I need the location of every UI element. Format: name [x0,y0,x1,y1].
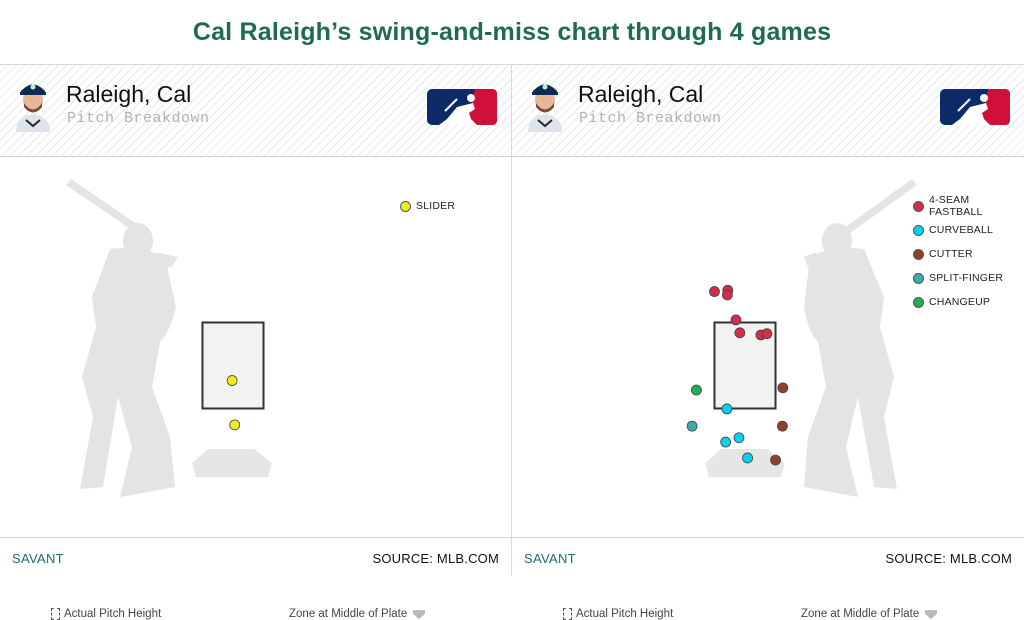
legend: 4-SEAM FASTBALL CURVEBALL CUTTER SPLIT-F… [913,194,1024,314]
pitch-point-4-seam-fastball [734,327,746,339]
batter-silhouette [804,179,917,497]
pitch-point-4-seam-fastball [761,328,773,340]
pitch-point-4-seam-fastball [709,286,720,297]
panel-footer: SAVANT SOURCE: MLB.COM [512,537,1024,577]
home-plate [705,449,785,477]
mlb-logo-icon [940,89,1010,125]
pitch-point-slider [229,419,241,431]
pitch-point-curveball [720,436,732,448]
panel-footer: SAVANT SOURCE: MLB.COM [0,537,511,577]
actual-pitch-height-note: Actual Pitch Height [51,608,161,620]
actual-pitch-height-note: Actual Pitch Height [563,608,673,620]
headline: Cal Raleigh’s swing-and-miss chart throu… [192,17,832,46]
dashed-box-icon [51,608,60,620]
pitch-point-cutter [777,420,788,432]
pitch-point-curveball [742,452,753,464]
zone-middle-plate-label: Zone at Middle of Plate [801,608,920,620]
zone-middle-plate-note: Zone at Middle of Plate [801,608,938,620]
legend-swatch [913,200,924,212]
legend-label: CUTTER [929,248,973,260]
pitch-point-cutter [777,382,789,394]
legend-item-changeup: CHANGEUP [913,290,1024,314]
zone-middle-plate-note: Zone at Middle of Plate [289,608,426,620]
pitch-point-cutter [770,454,781,466]
legend-swatch [913,224,924,236]
pitch-points-right [686,284,789,466]
legend-item-slider: SLIDER [400,194,455,218]
savant-label: SAVANT [524,551,576,566]
legend-swatch [400,200,411,212]
panel-subtitle: Pitch Breakdown [67,110,210,127]
plate-icon [413,609,426,619]
actual-pitch-height-label: Actual Pitch Height [64,608,162,620]
pitch-point-4-seam-fastball [730,314,742,326]
panel-header: Raleigh, Cal Pitch Breakdown [512,65,1024,157]
mlb-logo-icon [427,89,497,125]
legend-swatch [913,296,924,308]
legend-label: CHANGEUP [929,296,991,308]
legend-label: SPLIT-FINGER [929,272,1004,284]
player-name: Raleigh, Cal [66,81,192,107]
legend-swatch [913,272,924,284]
pitch-point-curveball [721,403,733,415]
pitch-point-split-finger [686,420,698,432]
legend-label: SLIDER [416,200,456,212]
legend-label: CURVEBALL [929,224,994,236]
panel-subtitle: Pitch Breakdown [579,110,722,127]
legend-item-split-finger: SPLIT-FINGER [913,266,1024,290]
strike-zone [201,321,265,410]
source-label: SOURCE: MLB.COM [885,551,1012,566]
legend-item-cutter: CUTTER [913,242,1024,266]
actual-pitch-height-label: Actual Pitch Height [576,608,674,620]
panel-header: Raleigh, Cal Pitch Breakdown [0,65,511,157]
legend-item-4-seam-fastball: 4-SEAM FASTBALL [913,194,1024,218]
player-avatar [16,84,50,132]
pitch-point-curveball [733,432,745,444]
legend-swatch [913,248,924,260]
pitch-point-slider [226,375,238,386]
pitch-point-changeup [691,384,702,396]
plate-icon [925,609,938,619]
savant-label: SAVANT [12,551,64,566]
dashed-box-icon [563,608,572,620]
player-name: Raleigh, Cal [578,81,704,107]
zone-middle-plate-label: Zone at Middle of Plate [289,608,408,620]
pitch-plot: SLIDER Actual Pitch Height Zone at Middl… [0,157,511,620]
source-label: SOURCE: MLB.COM [372,551,499,566]
legend-item-curveball: CURVEBALL [913,218,1024,242]
legend-label: 4-SEAM FASTBALL [929,194,983,218]
pitch-chart-svg [66,179,272,497]
pitch-chart-panel-left: Raleigh, Cal Pitch Breakdown SLIDER [0,64,512,620]
home-plate [192,449,272,477]
pitch-chart-svg [686,179,917,497]
pitch-point-4-seam-fastball [721,289,733,301]
player-avatar [528,84,562,132]
pitch-plot: 4-SEAM FASTBALL CURVEBALL CUTTER SPLIT-F… [512,157,1024,620]
batter-silhouette [66,179,178,497]
legend: SLIDER [400,194,455,218]
pitch-chart-panel-right: Raleigh, Cal Pitch Breakdown 4-SEAM FAST… [512,64,1024,620]
pitch-points-left [201,321,265,431]
